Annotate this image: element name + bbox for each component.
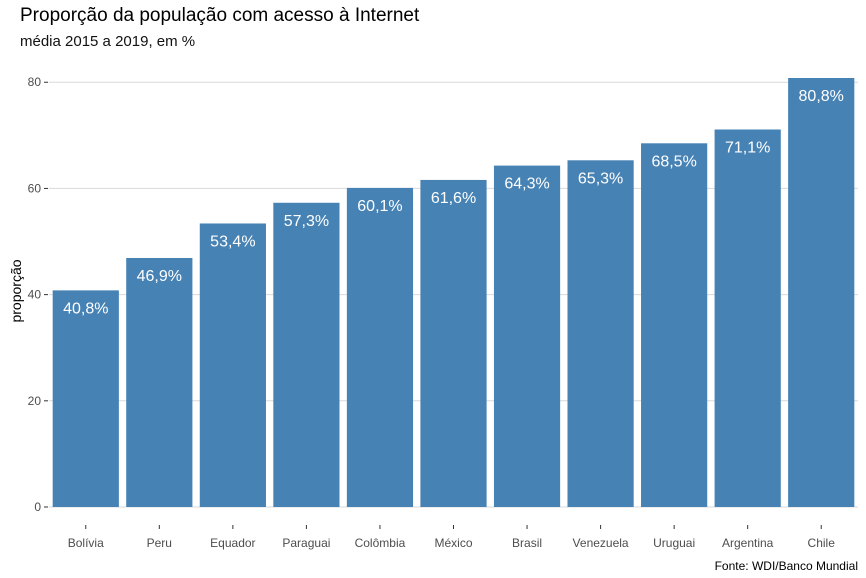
x-tick-label: Colômbia <box>355 536 406 550</box>
x-tick-label: Peru <box>147 536 172 550</box>
bar <box>199 223 266 507</box>
bar-value-label: 71,1% <box>725 140 770 157</box>
y-tick-label: 20 <box>28 394 42 408</box>
bar <box>567 160 634 508</box>
x-tick-label: Equador <box>210 536 255 550</box>
bar-value-label: 61,6% <box>431 190 476 207</box>
y-tick-label: 0 <box>34 500 41 514</box>
bars <box>52 78 855 508</box>
bar <box>346 187 414 507</box>
bar-value-label: 80,8% <box>799 88 844 105</box>
data-labels: 40,8% 46,9% 53,4% 57,3% 60,1% 61,6% 64,3% 65,3%… <box>63 88 844 317</box>
x-axis: Bolívia Peru Equador Paraguai Colômbia México… <box>68 525 835 550</box>
bar-value-label: 60,1% <box>357 198 402 215</box>
bar-value-label: 64,3% <box>504 176 549 193</box>
bar-value-label: 65,3% <box>578 170 623 187</box>
x-tick-label: Chile <box>808 536 836 550</box>
source-caption: Fonte: WDI/Banco Mundial <box>714 559 858 573</box>
x-tick-label: Argentina <box>722 536 774 550</box>
bar <box>493 165 561 507</box>
bar-value-label: 57,3% <box>284 213 329 230</box>
bar <box>641 143 708 507</box>
y-tick-label: 80 <box>28 75 42 89</box>
bar <box>126 257 193 507</box>
bar-value-label: 68,5% <box>651 153 696 170</box>
bar <box>788 78 855 507</box>
bar <box>420 179 487 507</box>
y-tick-label: 60 <box>28 181 42 195</box>
bar-value-label: 53,4% <box>210 233 255 250</box>
y-axis-label: proporção <box>8 259 24 322</box>
bar-value-label: 46,9% <box>137 268 182 285</box>
y-tick-label: 40 <box>28 288 42 302</box>
chart-subtitle: média 2015 a 2019, em % <box>20 33 196 50</box>
x-tick-label: Brasil <box>512 536 542 550</box>
bar <box>52 290 119 507</box>
bar <box>714 129 781 508</box>
y-axis: 0 20 40 60 80 <box>28 75 48 514</box>
bar-value-label: 40,8% <box>63 300 108 317</box>
x-tick-label: Paraguai <box>282 536 330 550</box>
x-tick-label: Bolívia <box>68 536 104 550</box>
x-tick-label: México <box>434 536 472 550</box>
bar <box>273 202 340 507</box>
chart-title: Proporção da população com acesso à Inte… <box>20 5 420 26</box>
x-tick-label: Venezuela <box>573 536 629 550</box>
x-tick-label: Uruguai <box>653 536 695 550</box>
